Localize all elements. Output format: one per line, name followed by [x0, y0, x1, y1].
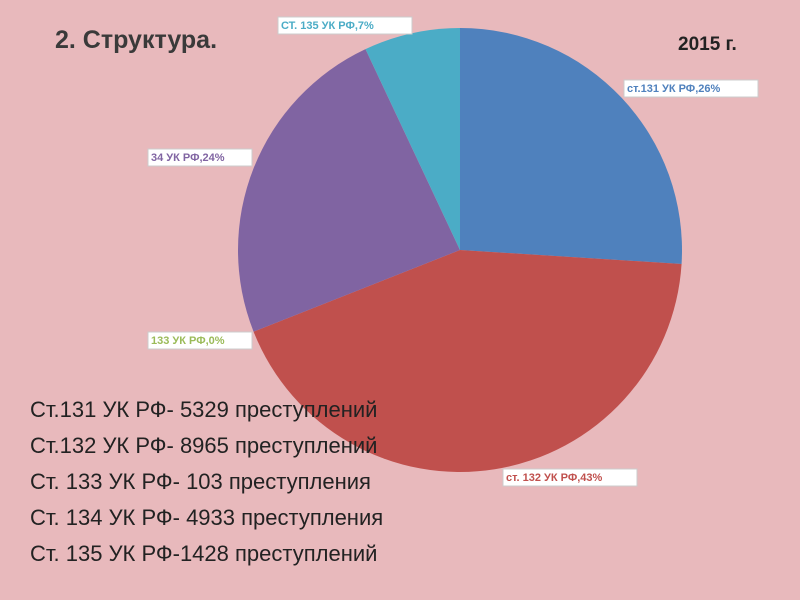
text-line: Ст. 135 УК РФ-1428 преступлений: [30, 541, 378, 566]
text-line: Ст.131 УК РФ- 5329 преступлений: [30, 397, 378, 422]
data-label: ст.131 УК РФ,26%: [627, 83, 720, 95]
pie-slice: [253, 250, 682, 473]
label-box: [147, 331, 253, 350]
text-block: Ст.131 УК РФ- 5329 преступлений Ст.132 УК…: [30, 392, 383, 572]
data-label: 34 УК РФ,24%: [151, 152, 225, 164]
label-box: [623, 79, 759, 98]
chart-title: 2. Структура.: [55, 26, 218, 54]
text-line: Ст. 133 УК РФ- 103 преступления: [30, 469, 371, 494]
annotation: 2015 г.: [678, 34, 737, 55]
pie-slice: [237, 49, 460, 332]
text-line: Ст. 134 УК РФ- 4933 преступления: [30, 505, 384, 530]
label-box: [502, 468, 638, 487]
text-line: Ст.132 УК РФ- 8965 преступлений: [30, 433, 378, 458]
data-label: СТ. 135 УК РФ,7%: [281, 20, 374, 32]
pie-slice: [365, 28, 460, 250]
data-label: 133 УК РФ,0%: [151, 335, 225, 347]
data-label: ст. 132 УК РФ,43%: [506, 472, 603, 484]
label-box: [277, 16, 413, 35]
label-box: [147, 148, 253, 167]
pie-slice: [460, 28, 682, 264]
